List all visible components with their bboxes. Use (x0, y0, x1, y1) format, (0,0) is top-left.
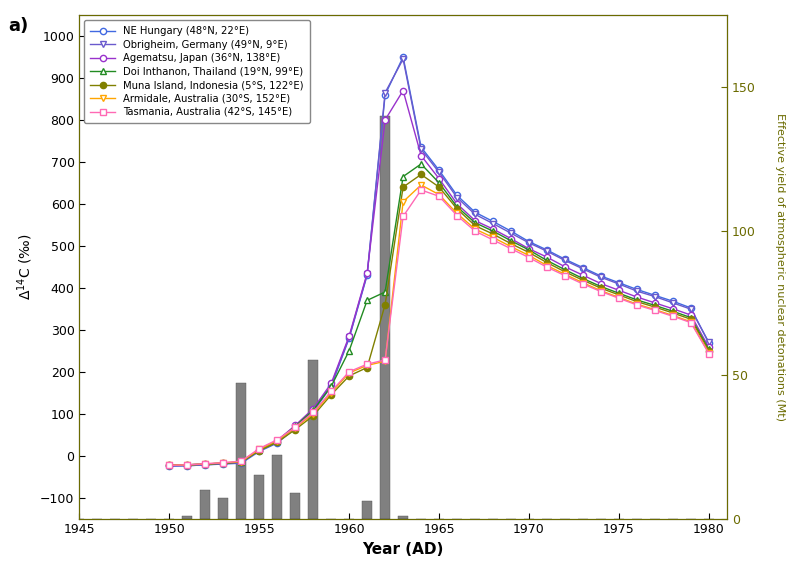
Bar (308, 360, 318, 519)
Bar (182, 516, 192, 519)
Bar (290, 492, 300, 519)
Bar (218, 498, 228, 519)
Bar (272, 455, 282, 519)
Y-axis label: Effective yield of atmospheric nuclear detonations (Mt): Effective yield of atmospheric nuclear d… (775, 113, 785, 421)
Bar (236, 383, 246, 519)
Bar (254, 475, 264, 519)
Legend: NE Hungary (48°N, 22°E), Obrigheim, Germany (49°N, 9°E), Agematsu, Japan (36°N, : NE Hungary (48°N, 22°E), Obrigheim, Germ… (84, 20, 310, 123)
Text: a): a) (8, 17, 28, 35)
Bar (362, 501, 372, 519)
Bar (380, 116, 390, 519)
Bar (398, 516, 408, 519)
Bar (200, 490, 210, 519)
X-axis label: Year (AD): Year (AD) (362, 542, 444, 557)
Y-axis label: $\Delta^{14}$C ($\mathregular{‰}$): $\Delta^{14}$C ($\mathregular{‰}$) (15, 233, 34, 300)
